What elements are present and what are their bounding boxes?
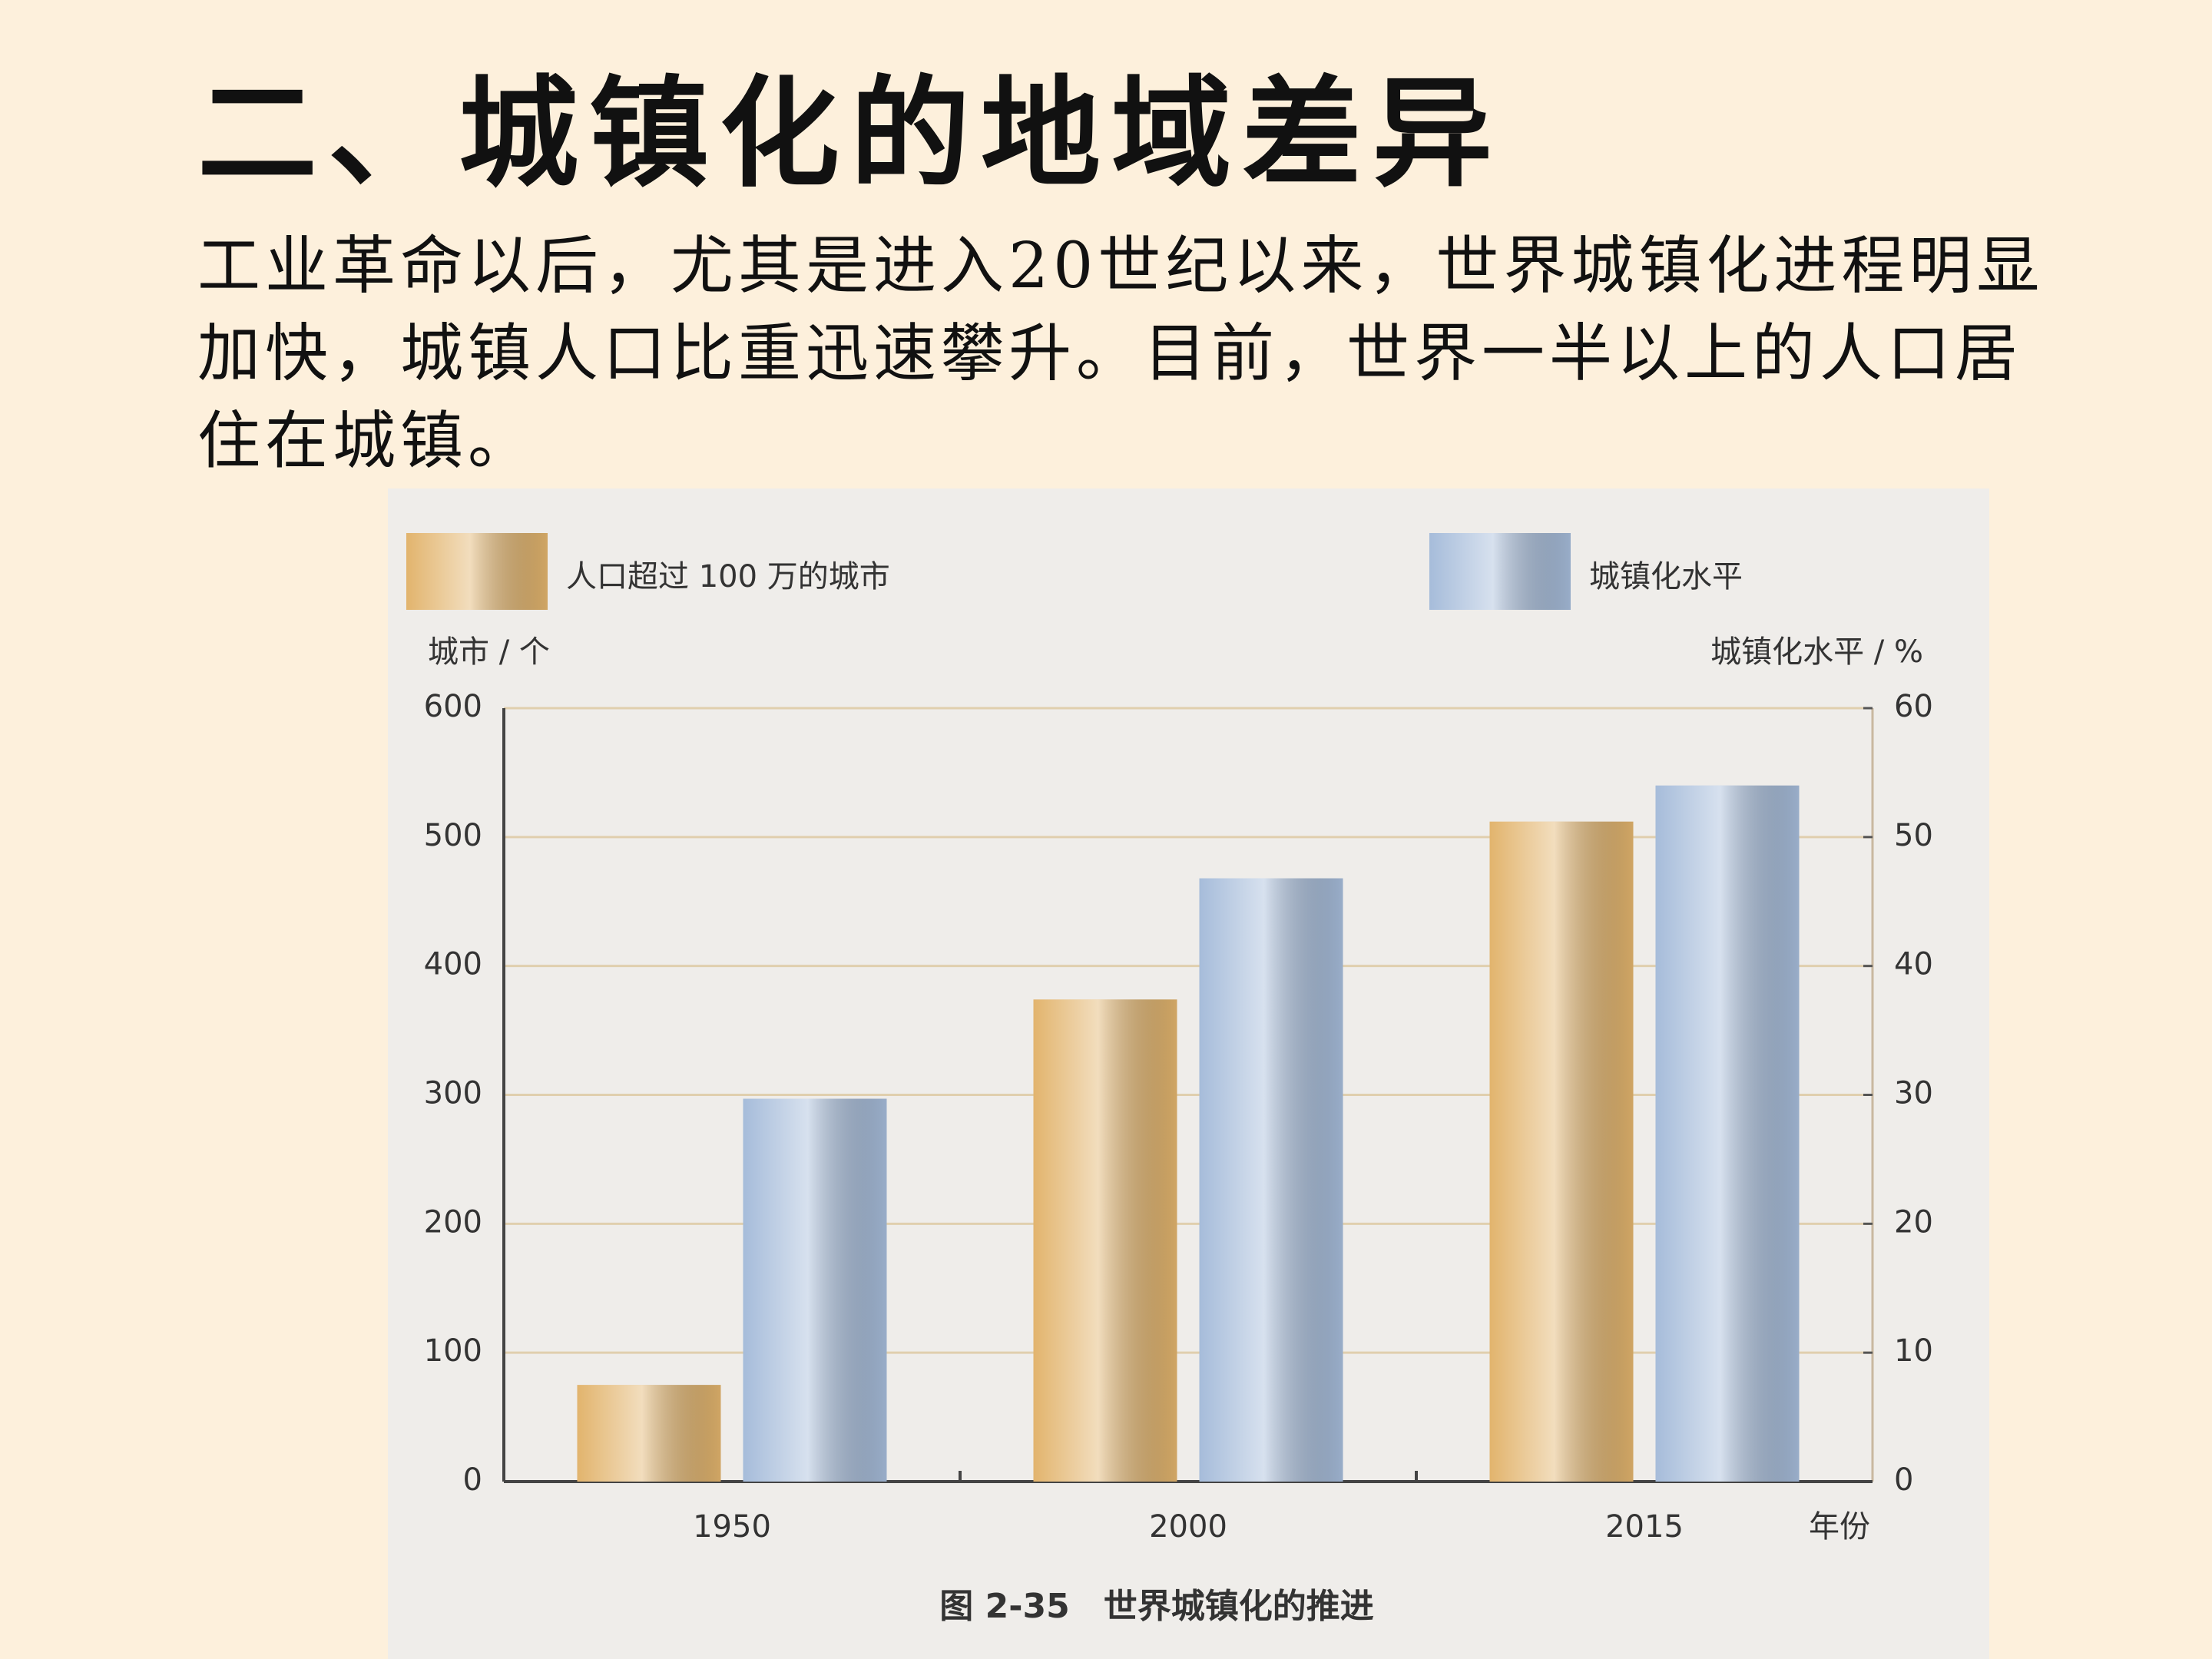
bar-shine xyxy=(1489,821,1634,1482)
slide-title: 二、城镇化的地域差异 xyxy=(197,63,1503,204)
slide-paragraph: 工业革命以后，尤其是进入20世纪以来，世界城镇化进程明显加快，城镇人口比重迅速攀… xyxy=(197,230,2045,478)
y-tick-label: 100 xyxy=(424,1333,482,1369)
y-tick-label: 600 xyxy=(424,689,482,724)
y2-axis-title: 城镇化水平 / % xyxy=(1710,634,1923,670)
bar-shine xyxy=(1199,878,1343,1482)
legend-swatch-shine xyxy=(406,533,548,610)
x-tick-label: 2015 xyxy=(1605,1509,1684,1545)
bar-shine xyxy=(1655,785,1800,1482)
y-tick-label: 0 xyxy=(463,1462,482,1498)
x-tick-label: 2000 xyxy=(1149,1509,1227,1545)
y-tick-label: 500 xyxy=(424,818,482,853)
bar-shine xyxy=(743,1098,887,1482)
y2-tick-label: 40 xyxy=(1894,947,1933,982)
y-axis-title: 城市 / 个 xyxy=(428,634,550,670)
y2-tick-label: 20 xyxy=(1894,1204,1933,1240)
bar-shine xyxy=(1033,999,1177,1482)
y2-tick-label: 10 xyxy=(1894,1333,1933,1369)
legend-label: 人口超过 100 万的城市 xyxy=(566,559,890,594)
legend-label: 城镇化水平 xyxy=(1589,559,1743,594)
x-axis-title: 年份 xyxy=(1809,1509,1870,1545)
y-tick-label: 400 xyxy=(424,947,482,982)
chart: 0 100 200 300 400 500 600 0 10 20 30 40 50 60 城市 / 个 城镇… xyxy=(388,488,1989,1659)
y-tick-label: 200 xyxy=(424,1204,482,1240)
y2-tick-label: 0 xyxy=(1894,1462,1913,1498)
chart-caption: 图 2-35 世界城镇化的推进 xyxy=(939,1587,1373,1626)
x-tick-label: 1950 xyxy=(693,1509,771,1545)
legend-swatch-shine xyxy=(1429,533,1571,610)
y-tick-label: 300 xyxy=(424,1076,482,1111)
y2-tick-label: 30 xyxy=(1894,1076,1933,1111)
y2-tick-label: 60 xyxy=(1894,689,1933,724)
y2-tick-label: 50 xyxy=(1894,818,1933,853)
bar-shine xyxy=(577,1385,721,1482)
